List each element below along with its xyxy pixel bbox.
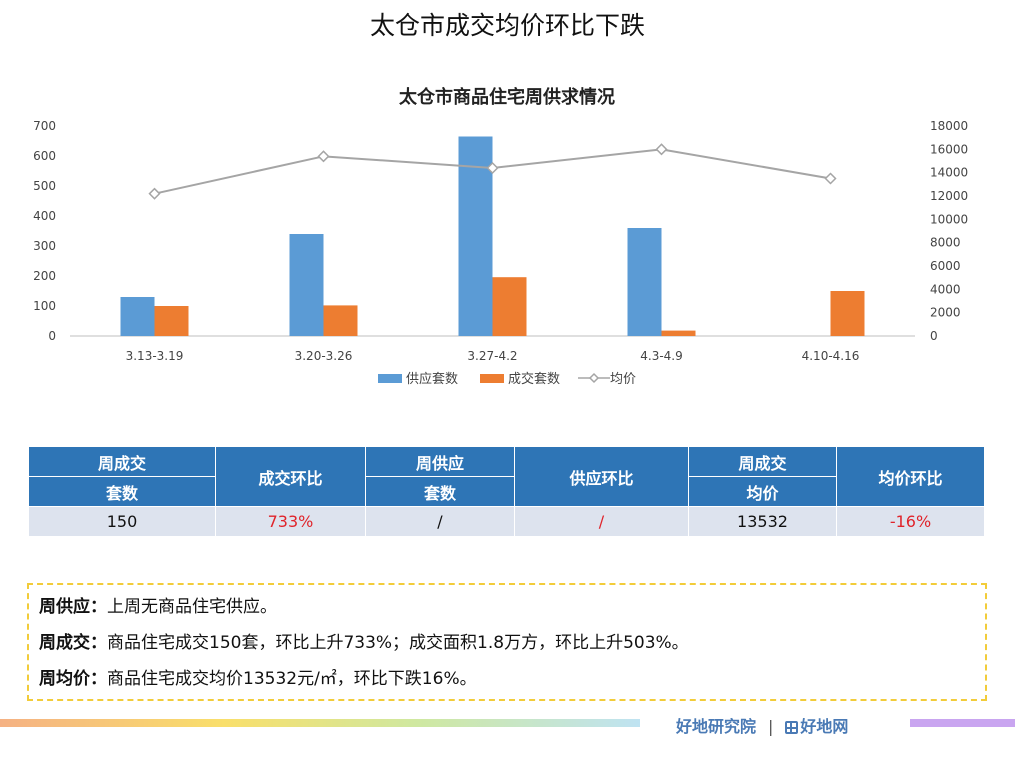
bar-supply	[458, 136, 493, 336]
y-right-tick-label: 4000	[930, 282, 961, 296]
summary-notes: 周供应：上周无商品住宅供应。 周成交：商品住宅成交150套，环比上升733%；成…	[27, 583, 987, 701]
note-supply-text: 上周无商品住宅供应。	[107, 597, 277, 617]
footer-color-bar	[0, 719, 640, 727]
x-tick-label: 3.27-4.2	[467, 349, 517, 363]
legend-label: 均价	[610, 372, 636, 387]
header-weekly-price-line1: 周成交	[688, 446, 837, 477]
y-left-tick-label: 500	[33, 179, 56, 193]
x-tick-label: 3.20-3.26	[295, 349, 353, 363]
chart-title: 太仓市商品住宅周供求情况	[399, 86, 615, 108]
legend-label: 成交套数	[508, 371, 560, 387]
weekly-stats-table: 周成交 成交环比 周供应 供应环比 周成交 均价环比 套数 套数 均价 150 …	[28, 446, 985, 537]
y-right-tick-label: 6000	[930, 259, 961, 273]
cell-weekly-price: 13532	[688, 506, 837, 537]
table-row: 150 733% / / 13532 -16%	[28, 506, 985, 537]
note-deals-label: 周成交：	[39, 633, 107, 653]
y-left-tick-label: 0	[48, 329, 56, 343]
bar-deals	[661, 330, 696, 336]
grid-logo-icon	[785, 721, 799, 734]
price-point	[148, 187, 161, 200]
y-right-tick-label: 12000	[930, 189, 968, 203]
note-supply: 周供应：上周无商品住宅供应。	[39, 597, 985, 617]
note-supply-label: 周供应：	[39, 597, 107, 617]
legend-label: 供应套数	[406, 371, 458, 387]
y-left-tick-label: 300	[33, 239, 56, 253]
y-left-tick-label: 200	[33, 269, 56, 283]
header-supply-mom: 供应环比	[514, 446, 689, 507]
y-right-tick-label: 16000	[930, 142, 968, 156]
x-tick-label: 4.10-4.16	[802, 349, 860, 363]
header-deals-mom: 成交环比	[215, 446, 366, 507]
y-right-tick-label: 0	[930, 329, 938, 343]
header-weekly-deals-line1: 周成交	[28, 446, 216, 477]
brand-left: 好地研究院	[676, 717, 757, 736]
note-price-text: 商品住宅成交均价13532元/㎡，环比下跌16%。	[107, 669, 477, 689]
note-price: 周均价：商品住宅成交均价13532元/㎡，环比下跌16%。	[39, 669, 985, 689]
cell-deals-mom: 733%	[215, 506, 366, 537]
header-price-mom: 均价环比	[836, 446, 985, 507]
bar-supply	[627, 228, 662, 336]
header-weekly-supply-line2: 套数	[365, 476, 515, 507]
cell-weekly-supply: /	[365, 506, 515, 537]
x-tick-label: 3.13-3.19	[126, 349, 184, 363]
price-point	[317, 150, 330, 163]
footer-brand: 好地研究院 | 好地网	[676, 713, 848, 737]
bar-supply	[289, 234, 324, 336]
bar-deals	[830, 291, 865, 336]
price-point	[486, 161, 499, 175]
y-right-tick-label: 18000	[930, 119, 968, 133]
y-left-tick-label: 400	[33, 209, 56, 223]
price-point	[824, 172, 837, 185]
bar-deals	[492, 277, 527, 336]
note-price-label: 周均价：	[39, 669, 107, 689]
legend-swatch	[378, 374, 402, 383]
x-tick-label: 4.3-4.9	[640, 349, 683, 363]
note-deals-text: 商品住宅成交150套，环比上升733%；成交面积1.8万方，环比上升503%。	[107, 633, 689, 653]
cell-supply-mom: /	[514, 506, 689, 537]
y-left-tick-label: 600	[33, 149, 56, 163]
brand-right: 好地网	[800, 717, 849, 736]
page-title: 太仓市成交均价环比下跌	[369, 11, 645, 40]
brand-separator: |	[768, 717, 774, 736]
header-weekly-supply-line1: 周供应	[365, 446, 515, 477]
bar-deals	[323, 305, 358, 336]
legend-swatch	[480, 374, 504, 383]
cell-weekly-deals: 150	[28, 506, 216, 537]
bar-supply	[120, 297, 155, 336]
y-right-tick-label: 2000	[930, 306, 961, 320]
y-left-tick-label: 700	[33, 119, 56, 133]
header-weekly-price-line2: 均价	[688, 476, 837, 507]
footer-color-bar-right	[910, 719, 1015, 727]
supply-demand-chart: 太仓市商品住宅周供求情况 0 100 200 300 400 500 600 700 0 2000 4…	[33, 86, 968, 387]
y-right-tick-label: 10000	[930, 212, 968, 226]
header-weekly-deals-line2: 套数	[28, 476, 216, 507]
note-deals: 周成交：商品住宅成交150套，环比上升733%；成交面积1.8万方，环比上升50…	[39, 633, 985, 653]
bar-deals	[154, 306, 189, 336]
y-right-tick-label: 8000	[930, 236, 961, 250]
legend-marker	[588, 372, 600, 384]
y-right-tick-label: 14000	[930, 166, 968, 180]
price-point	[655, 143, 668, 156]
cell-price-mom: -16%	[836, 506, 985, 537]
y-left-tick-label: 100	[33, 299, 56, 313]
